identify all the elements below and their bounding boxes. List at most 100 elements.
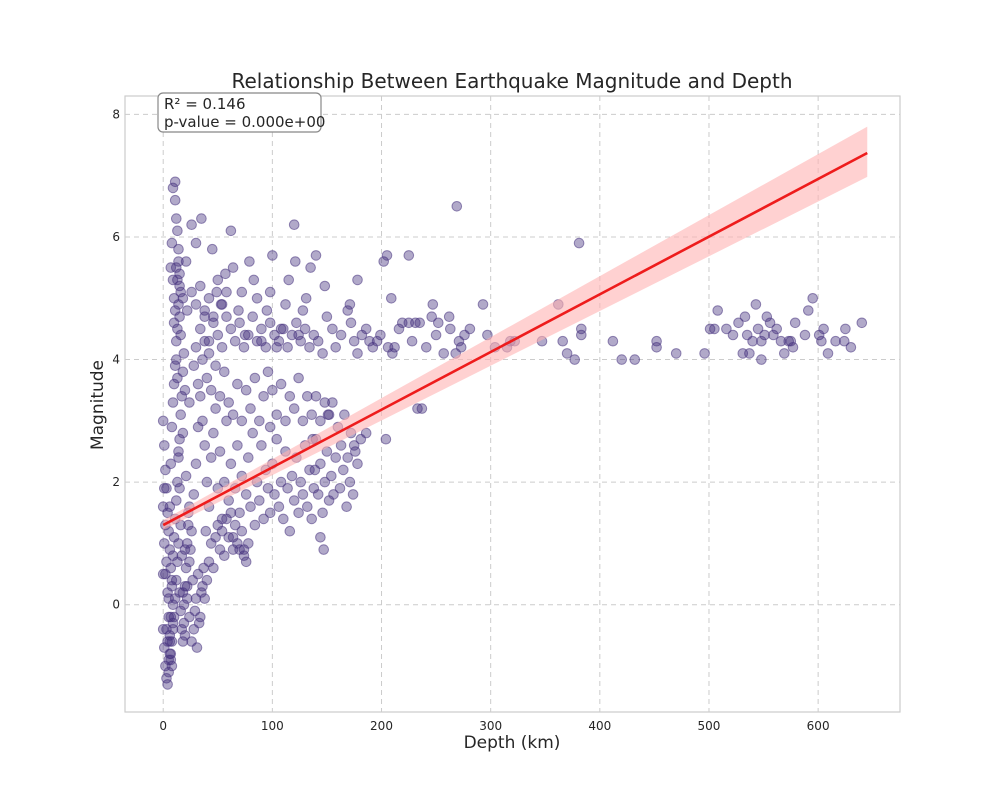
scatter-point [807,293,819,304]
scatter-point [433,317,444,329]
scatter-point [244,256,255,267]
scatter-point [169,194,181,206]
scatter-point [670,348,682,359]
scatter-point [323,409,335,421]
scatter-point [195,611,206,623]
scatter-point [288,403,300,414]
scatter-point [236,286,248,298]
scatter-point [845,342,857,353]
scatter-point [186,525,197,537]
scatter-point [381,250,393,261]
x-tick-label: 200 [370,719,393,733]
scatter-point [201,476,213,488]
scatter-point [839,335,850,347]
scatter-point [443,311,455,323]
scatter-point [236,525,248,537]
y-tick-label: 6 [112,230,120,244]
scatter-point [569,354,581,365]
scatter-point [271,433,283,445]
scatter-point [386,293,397,304]
scatter-point [201,372,213,384]
scatter-point [260,342,272,353]
scatter-point [178,599,190,611]
scatter-point [175,329,186,341]
scatter-point [179,384,191,396]
scatter-point [173,446,184,457]
scatter-point [264,421,276,433]
scatter-point [177,636,189,647]
scatter-point [168,378,180,390]
scatter-point [403,250,415,261]
scatter-point [188,624,200,635]
scatter-point [455,342,467,353]
scatter-point [203,348,215,359]
scatter-point [249,519,261,531]
scatter-point [712,305,724,316]
scatter-point [426,311,438,323]
scatter-point [288,495,300,506]
scatter-point [330,342,342,353]
scatter-point [445,323,456,335]
scatter-point [709,323,720,335]
scatter-point [822,348,834,359]
scatter-point [251,293,263,304]
scatter-point [327,323,338,335]
scatter-point [295,476,307,488]
scatter-point [312,489,324,500]
scatter-point [315,532,326,543]
scatter-point [173,243,184,255]
scatter-point [175,605,186,617]
scatter-point [159,440,170,451]
scatter-point [803,305,814,316]
scatter-point [317,507,328,519]
x-axis-label: Depth (km) [464,733,561,753]
scatter-point [171,213,182,224]
scatter-point [166,636,178,647]
scatter-point [269,489,280,500]
scatter-point [348,335,360,347]
scatter-point [239,329,251,341]
scatter-point [256,323,267,335]
scatter-point [327,397,338,408]
scatter-point [183,519,194,531]
scatter-point [205,452,217,463]
scatter-point [227,409,239,421]
scatter-point [233,305,244,316]
scatter-point [330,452,342,463]
scatter-point [178,348,190,359]
scatter-point [304,464,315,476]
confidence-band-layer [163,126,868,530]
scatter-point [245,501,256,513]
scatter-point [190,593,202,604]
scatter-point [201,574,213,586]
scatter-point [477,299,489,310]
scatter-point [406,335,418,347]
scatter-point [280,415,291,427]
scatter-point [856,317,868,329]
r-squared-text: R² = 0.146 [164,95,245,113]
chart-title: Relationship Between Earthquake Magnitud… [231,69,792,93]
scatter-point [747,335,758,347]
scatter-point [264,286,276,298]
y-tick-label: 4 [112,353,120,367]
scatter-point [196,213,207,224]
scatter-point [212,329,224,341]
scatter-point [310,250,322,261]
scatter-point [768,329,779,341]
scatter-point [342,452,354,463]
scatter-point [171,495,182,506]
scatter-point [282,483,293,494]
scatter-point [172,372,183,384]
regression-line [162,151,868,527]
scatter-point [159,538,170,549]
scatter-point [181,593,193,604]
scatter-point [297,415,309,427]
scatter-point [315,415,326,427]
scatter-point [253,495,265,506]
scatter-point [378,256,390,267]
scatter-point [345,317,357,329]
scatter-point [261,305,273,316]
scatter-point [779,348,790,359]
scatter-point [203,293,215,304]
